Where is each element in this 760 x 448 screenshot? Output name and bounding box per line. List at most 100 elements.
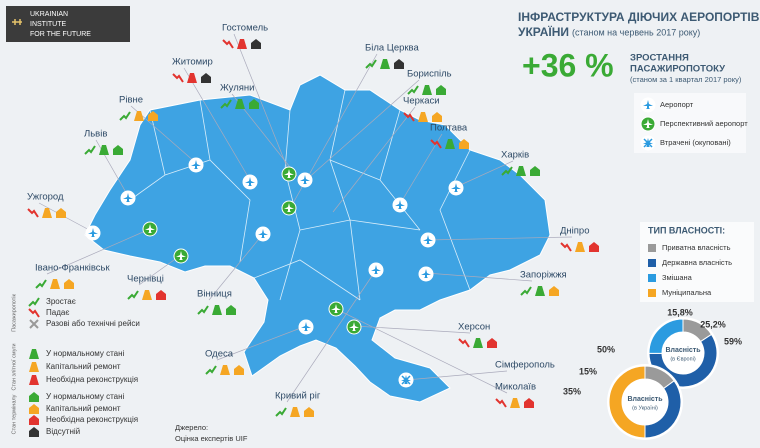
leader-line: [455, 160, 514, 188]
trend-icon: [407, 85, 419, 95]
plane-glyph: [401, 375, 411, 384]
donut-center-label: Власність: [627, 395, 663, 403]
plane-glyph: [300, 175, 310, 184]
city-label: Черкаси: [403, 96, 440, 107]
runway-icon: [290, 407, 300, 417]
city-label: Миколаїв: [495, 382, 536, 393]
terminal-icon: [589, 242, 599, 252]
leader-line: [335, 308, 508, 394]
plane-glyph: [423, 235, 433, 244]
source-label: Джерело:: [175, 423, 208, 432]
donut-center-label: Власність: [665, 346, 701, 354]
legend-item: Разові або технічні рейси: [46, 319, 140, 328]
trend-icon: [29, 319, 39, 329]
title: УКРАЇНИ: [518, 24, 569, 39]
trend-icon: [172, 73, 184, 83]
runway-icon: [29, 362, 39, 372]
runway-icon: [134, 111, 144, 121]
donut-center-sublabel: (в Європі): [670, 356, 695, 362]
runway-icon: [50, 279, 60, 289]
legend-group-title: Стан злітної смуги: [11, 343, 17, 390]
donut-value-label: 25,2%: [700, 319, 726, 329]
city-label: Івано-Франківськ: [35, 263, 110, 274]
city-label: Харків: [501, 150, 529, 161]
terminal-icon: [29, 392, 39, 402]
logo-mark: [12, 19, 22, 25]
trend-icon: [220, 99, 232, 109]
trend-icon: [501, 166, 513, 176]
plane-glyph: [123, 193, 133, 202]
plane-glyph: [643, 138, 653, 147]
donut-hole: [623, 380, 667, 424]
runway-icon: [212, 305, 222, 315]
airport-legend-label: Перспективний аеропорт: [660, 119, 748, 128]
runway-icon: [535, 286, 545, 296]
city-label: Бориспіль: [407, 69, 452, 80]
terminal-icon: [29, 404, 39, 414]
terminal-icon: [148, 111, 158, 121]
legend-item: Падає: [46, 308, 69, 317]
leader-line: [425, 272, 533, 282]
city-label: Рівне: [119, 95, 143, 106]
city-label: Ужгород: [27, 192, 64, 203]
city-label: Одеса: [205, 349, 234, 360]
terminal-icon: [249, 99, 259, 109]
leader-line: [233, 33, 290, 173]
title: ІНФРАСТРУКТУРА ДІЮЧИХ АЕРОПОРТІВ: [518, 10, 760, 24]
runway-icon: [29, 349, 39, 359]
ownership-swatch: [648, 244, 656, 252]
trend-icon: [84, 145, 96, 155]
plane-glyph: [395, 200, 405, 209]
terminal-icon: [234, 365, 244, 375]
leader-line: [305, 79, 420, 181]
city-label: Вінниця: [197, 289, 232, 300]
runway-icon: [187, 73, 197, 83]
region-borders: [129, 89, 471, 301]
plane-glyph: [421, 269, 431, 278]
terminal-icon: [487, 338, 497, 348]
plane-glyph: [349, 322, 359, 331]
trend-icon: [28, 308, 40, 318]
plane-glyph: [451, 183, 461, 192]
terminal-icon: [432, 112, 442, 122]
org-name: FOR THE FUTURE: [30, 31, 91, 38]
city-label: Херсон: [458, 322, 490, 333]
trend-icon: [205, 365, 217, 375]
leader-line: [208, 233, 264, 301]
legend-item: Необхідна реконструкція: [46, 415, 138, 424]
airport-legend-label: Аеропорт: [660, 100, 694, 109]
plane-glyph: [145, 224, 155, 233]
legend-item: Зростає: [46, 297, 76, 306]
city-label: Чернівці: [127, 274, 164, 285]
legend-item: У нормальному стані: [46, 392, 125, 401]
terminal-icon: [251, 39, 261, 49]
source-text: Оцінка експертів UIF: [175, 434, 248, 443]
city-label: Полтава: [430, 123, 468, 134]
terminal-icon: [29, 427, 39, 437]
ownership-swatch: [648, 259, 656, 267]
city-label: Запоріжжя: [520, 270, 567, 281]
terminal-icon: [304, 407, 314, 417]
terminal-icon: [56, 208, 66, 218]
trend-icon: [119, 111, 131, 121]
terminal-icon: [549, 286, 559, 296]
trend-icon: [365, 59, 377, 69]
legend-item: Необхідна реконструкція: [46, 375, 138, 384]
ownership-legend-box: [640, 222, 754, 302]
trend-icon: [430, 139, 442, 149]
growth-label: ПАСАЖИРОПОТОКУ: [630, 64, 725, 75]
city-label: Сімферополь: [495, 360, 555, 371]
donut-segment: [648, 318, 684, 354]
trend-icon: [458, 338, 470, 348]
runway-icon: [445, 139, 455, 149]
donut-segment: [608, 365, 646, 439]
runway-icon: [142, 290, 152, 300]
leader-line: [399, 133, 443, 205]
donut-value-label: 15%: [579, 366, 597, 376]
leader-line: [427, 236, 573, 241]
leader-line: [138, 254, 182, 286]
trend-icon: [28, 297, 40, 307]
terminal-icon: [156, 290, 166, 300]
